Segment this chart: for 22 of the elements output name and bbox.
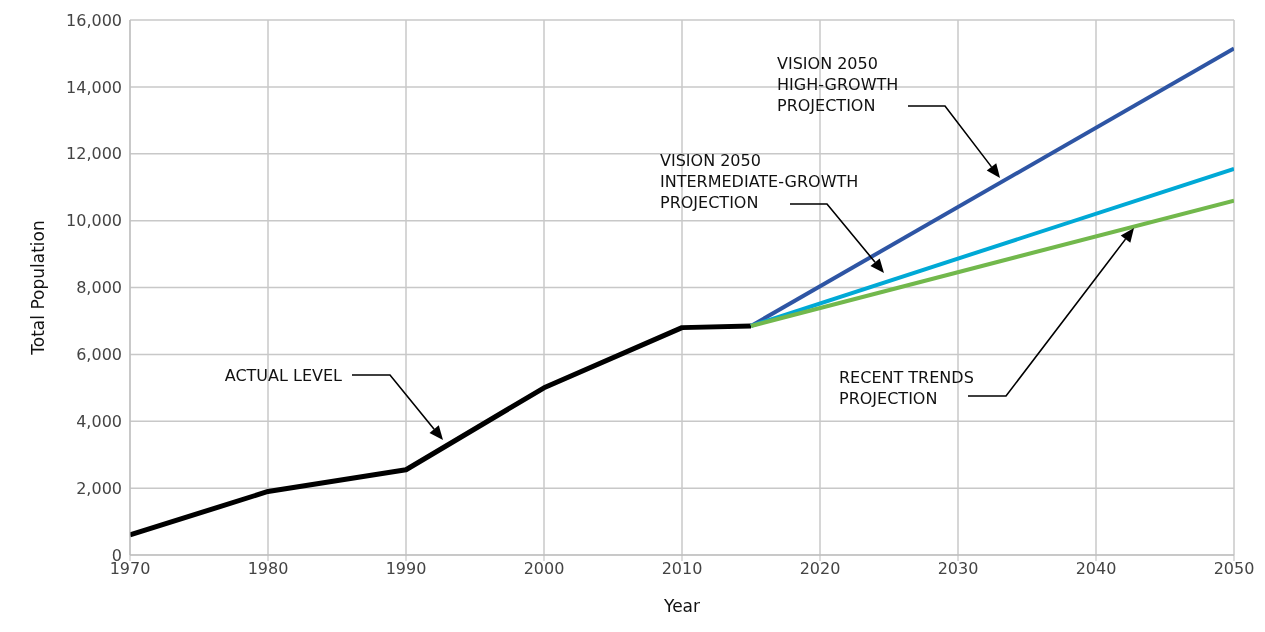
y-tick-label: 4,000 (76, 411, 122, 431)
annotation: VISION 2050 HIGH-GROWTH PROJECTION (777, 53, 899, 115)
x-tick-label: 2000 (523, 559, 565, 579)
y-tick-label: 8,000 (76, 278, 122, 298)
x-tick-label: 2040 (1075, 559, 1117, 579)
annotation: RECENT TRENDS PROJECTION (839, 367, 974, 408)
x-tick-label: 2050 (1213, 559, 1255, 579)
y-tick-label: 2,000 (76, 478, 122, 498)
y-axis-title: Total Population (28, 220, 49, 356)
x-tick-label: 1990 (385, 559, 427, 579)
y-tick-label: 14,000 (66, 77, 122, 97)
annotation: VISION 2050 INTERMEDIATE-GROWTH PROJECTION (660, 150, 859, 212)
x-axis-title: Year (663, 596, 700, 616)
x-tick-label: 2020 (799, 559, 841, 579)
x-tick-label: 1980 (247, 559, 289, 579)
y-tick-label: 10,000 (66, 211, 122, 231)
y-tick-label: 6,000 (76, 345, 122, 365)
x-tick-label: 2010 (661, 559, 703, 579)
x-tick-label: 2030 (937, 559, 979, 579)
annotation: ACTUAL LEVEL (224, 365, 343, 385)
y-tick-label: 12,000 (66, 144, 122, 164)
y-tick-label: 16,000 (66, 10, 122, 30)
